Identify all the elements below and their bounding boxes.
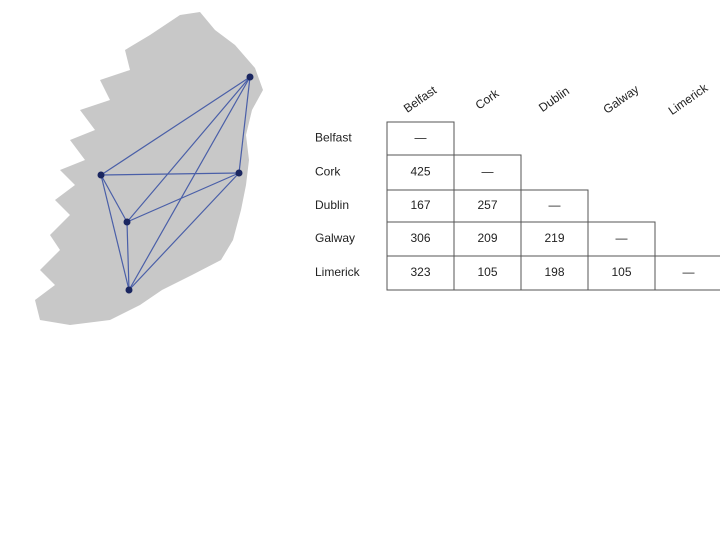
route bbox=[128, 172, 240, 291]
column-header: Cork bbox=[473, 86, 503, 113]
route bbox=[238, 76, 251, 174]
city-dot bbox=[235, 169, 243, 177]
column-header: Galway bbox=[601, 82, 642, 116]
route bbox=[126, 172, 240, 223]
cell-value: 209 bbox=[477, 231, 497, 245]
route bbox=[100, 174, 128, 223]
row-label: Limerick bbox=[315, 265, 361, 279]
city-dot bbox=[97, 171, 105, 179]
city-dot bbox=[125, 286, 133, 294]
cell-value: 105 bbox=[611, 265, 631, 279]
route bbox=[100, 76, 251, 176]
column-header: Dublin bbox=[536, 84, 572, 115]
cell-value: 105 bbox=[477, 265, 497, 279]
cell-value: 257 bbox=[477, 198, 497, 212]
route bbox=[128, 76, 251, 291]
row-label: Cork bbox=[315, 165, 341, 179]
cell-value: — bbox=[415, 131, 427, 145]
row-label: Dublin bbox=[315, 198, 349, 212]
cell-value: 219 bbox=[544, 231, 564, 245]
cell-value: 306 bbox=[410, 231, 430, 245]
cell bbox=[654, 255, 720, 291]
distance-table: Belfast Cork Dublin Galway Limerick Belfast — C… bbox=[315, 80, 720, 291]
cell-value: — bbox=[616, 231, 628, 245]
city-dot bbox=[246, 73, 254, 81]
row-label: Galway bbox=[315, 231, 355, 245]
cell-value: — bbox=[683, 265, 695, 279]
cell-value: 198 bbox=[544, 265, 564, 279]
route-network bbox=[97, 73, 254, 294]
cell-value: 167 bbox=[410, 198, 430, 212]
row-label: Belfast bbox=[315, 131, 352, 145]
route bbox=[126, 221, 130, 291]
column-header: Limerick bbox=[666, 80, 711, 118]
cell-value: — bbox=[549, 198, 561, 212]
route bbox=[126, 76, 251, 223]
cell-value: 425 bbox=[410, 165, 430, 179]
route bbox=[100, 172, 240, 176]
cell-value: 323 bbox=[410, 265, 430, 279]
route bbox=[100, 174, 130, 291]
column-header: Belfast bbox=[401, 83, 440, 116]
ireland-map bbox=[35, 12, 263, 325]
cell-value: — bbox=[482, 165, 494, 179]
city-dot bbox=[123, 218, 131, 226]
